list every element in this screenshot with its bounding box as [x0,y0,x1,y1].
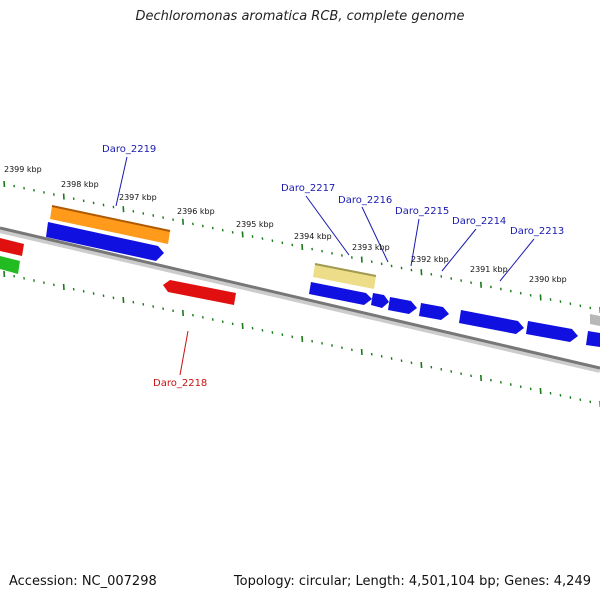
kbp-label-2399: 2399 kbp [4,165,42,174]
connector-daro-2216 [361,206,389,263]
forward-gene-daro-2216[interactable] [371,293,389,308]
connector-daro-2214 [441,228,477,272]
forward-gene-daro-2217[interactable] [309,282,372,305]
reverse-gene-daro-2218[interactable] [163,280,236,305]
genome-backbone [0,227,600,373]
orange-feature[interactable] [50,206,170,244]
genome-summary-text: Topology: circular; Length: 4,501,104 bp… [233,574,591,589]
kbp-label-2390: 2390 kbp [529,275,567,284]
gene-label-daro-2213[interactable]: Daro_2213 [510,226,564,237]
connector-daro-2213 [499,238,535,282]
khaki-feature[interactable] [313,264,376,289]
forward-gene-daro-2214[interactable] [419,303,449,320]
map-title: Dechloromonas aromatica RCB, complete ge… [135,9,465,24]
gene-label-daro-2214[interactable]: Daro_2214 [452,216,506,227]
gene-label-daro-2216[interactable]: Daro_2216 [338,195,392,206]
outer-tick-track [3,180,600,314]
gene-label-daro-2217[interactable]: Daro_2217 [281,183,335,194]
inner-tick-track [3,270,600,408]
kbp-label-2397: 2397 kbp [119,193,157,202]
kbp-label-2394: 2394 kbp [294,232,332,241]
accession-text: Accession: NC_007298 [9,574,157,589]
genome-backbone-line [0,226,600,370]
forward-gene-daro-2212[interactable] [526,321,578,342]
orange-feature-edge [51,205,171,232]
gene-label-daro-2219[interactable]: Daro_2219 [102,144,156,155]
reverse-gene-edge-left[interactable] [0,238,24,256]
forward-gene-daro-2219[interactable] [46,222,164,261]
kbp-label-2392: 2392 kbp [411,255,449,264]
kbp-label-2395: 2395 kbp [236,220,274,229]
grey-feature[interactable] [590,314,600,326]
kbp-label-2391: 2391 kbp [470,265,508,274]
forward-gene-daro-2213[interactable] [459,310,524,334]
connector-daro-2215 [410,218,420,267]
forward-gene-edge-right[interactable] [586,331,600,347]
kbp-label-2393: 2393 kbp [352,243,390,252]
kbp-label-2396: 2396 kbp [177,207,215,216]
kbp-label-2398: 2398 kbp [61,180,99,189]
connector-daro-2217 [305,195,350,256]
green-feature-edge-left[interactable] [0,256,20,274]
connector-daro-2218 [179,330,189,376]
connector-daro-2219 [115,156,128,207]
khaki-feature-edge [314,263,377,277]
gene-label-daro-2218[interactable]: Daro_2218 [153,378,207,389]
gene-label-daro-2215[interactable]: Daro_2215 [395,206,449,217]
forward-gene-daro-2215[interactable] [388,297,417,314]
